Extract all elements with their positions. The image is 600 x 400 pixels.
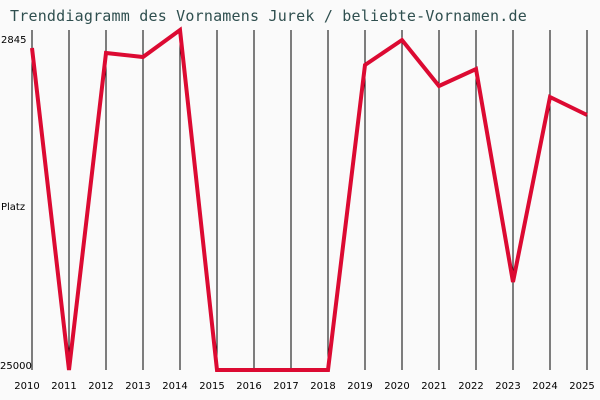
x-axis-label: 2013 xyxy=(125,381,151,392)
x-axis-label: 2023 xyxy=(495,381,521,392)
y-axis-title: Platz xyxy=(1,202,26,213)
x-axis-label: 2018 xyxy=(310,381,336,392)
x-axis-label: 2011 xyxy=(51,381,77,392)
x-axis-label: 2012 xyxy=(88,381,114,392)
x-axis-label: 2022 xyxy=(458,381,484,392)
x-axis-label: 2020 xyxy=(384,381,410,392)
x-axis-label: 2021 xyxy=(421,381,447,392)
x-axis-label: 2016 xyxy=(236,381,262,392)
y-axis-bottom-label: 25000 xyxy=(0,361,32,372)
x-axis-label: 2010 xyxy=(14,381,40,392)
x-axis-label: 2015 xyxy=(199,381,225,392)
x-axis-label: 2014 xyxy=(162,381,188,392)
x-axis-label: 2019 xyxy=(347,381,373,392)
x-axis-label: 2024 xyxy=(532,381,558,392)
y-axis-top-label: 2845 xyxy=(1,35,27,46)
grid-lines xyxy=(31,30,588,370)
trend-line xyxy=(30,26,588,372)
x-axis-label: 2025 xyxy=(569,381,595,392)
x-axis-label: 2017 xyxy=(273,381,299,392)
chart-title: Trenddiagramm des Vornamens Jurek / beli… xyxy=(10,7,527,25)
